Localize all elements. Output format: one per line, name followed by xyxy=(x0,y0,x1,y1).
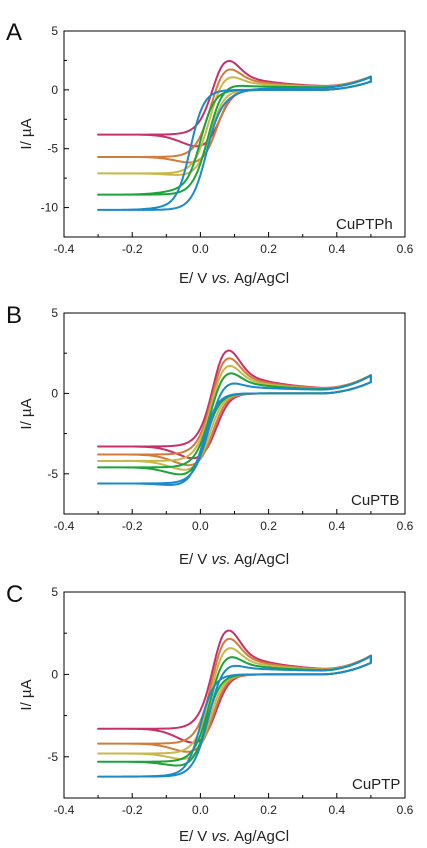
xtick-label-b-1: -0.2 xyxy=(122,519,143,533)
xtick-label-b-5: 0.6 xyxy=(397,519,414,533)
ytick-label-b-2: 5 xyxy=(51,306,58,320)
cv-curve-a-2 xyxy=(97,68,372,164)
panel-c-xlabel-italic: vs. xyxy=(211,828,230,845)
panel-b-sample-label: CuPTB xyxy=(351,492,399,509)
panel-c-xlabel-prefix: E/ V xyxy=(179,828,212,845)
panel-a-xlabel: E/ V vs. Ag/AgCl xyxy=(179,270,289,287)
panel-b-xlabel: E/ V vs. Ag/AgCl xyxy=(179,551,289,568)
xtick-label-a-4: 0.4 xyxy=(328,242,345,256)
cv-curve-c-4 xyxy=(97,654,372,767)
panel-b-ylabel: I/ µA xyxy=(18,398,35,429)
ytick-label-b-0: -5 xyxy=(47,467,58,481)
ytick-label-a-2: 0 xyxy=(51,83,58,97)
cv-curve-a-1 xyxy=(97,59,372,148)
panel-b-letter: B xyxy=(6,302,22,329)
ytick-label-c-2: 5 xyxy=(51,585,58,599)
xtick-label-a-2: 0.0 xyxy=(192,242,209,256)
xtick-label-a-1: -0.2 xyxy=(122,242,143,256)
panel-a-xlabel-suffix: Ag/AgCl xyxy=(231,270,289,287)
panel-a-ylabel: I/ µA xyxy=(18,118,35,149)
panel-a-curves xyxy=(97,59,372,211)
cv-curve-c-2 xyxy=(97,637,372,753)
cv-curve-b-5 xyxy=(97,374,372,486)
panel-c-ylabel: I/ µA xyxy=(18,679,35,710)
xtick-label-b-3: 0.2 xyxy=(260,519,277,533)
xtick-label-a-3: 0.2 xyxy=(260,242,277,256)
xtick-label-c-1: -0.2 xyxy=(122,803,143,817)
ytick-label-c-0: -5 xyxy=(47,750,58,764)
panel-c-xlabel: E/ V vs. Ag/AgCl xyxy=(179,828,289,845)
panel-c-letter: C xyxy=(6,581,23,608)
cv-curve-c-3 xyxy=(97,647,372,760)
panel-a: A -0.4 -0.2 0.0 0.2 0.4 0.6 -10 -5 0 5 CuPTPh I/ … xyxy=(6,19,414,287)
cv-curve-c-5 xyxy=(97,655,372,778)
panel-b: B -0.4 -0.2 0.0 0.2 0.4 0.6 -5 0 5 CuPTB I/ µA E… xyxy=(6,302,414,568)
panel-a-xlabel-prefix: E/ V xyxy=(179,270,212,287)
panel-a-ticks: -0.4 -0.2 0.0 0.2 0.4 0.6 -10 -5 0 5 xyxy=(41,24,414,256)
panel-b-xlabel-italic: vs. xyxy=(211,551,230,568)
ytick-label-c-1: 0 xyxy=(51,667,58,681)
xtick-label-b-2: 0.0 xyxy=(192,519,209,533)
xtick-label-c-5: 0.6 xyxy=(397,803,414,817)
panel-a-letter: A xyxy=(6,19,22,46)
panel-c-xlabel-suffix: Ag/AgCl xyxy=(231,828,289,845)
xtick-label-a-0: -0.4 xyxy=(54,242,75,256)
panel-b-ticks: -0.4 -0.2 0.0 0.2 0.4 0.6 -5 0 5 xyxy=(47,306,413,533)
panel-b-xlabel-prefix: E/ V xyxy=(179,551,212,568)
xtick-label-b-4: 0.4 xyxy=(328,519,345,533)
panel-c-sample-label: CuPTP xyxy=(352,776,400,793)
cv-curve-c-1 xyxy=(97,629,372,744)
panel-b-xlabel-suffix: Ag/AgCl xyxy=(231,551,289,568)
panel-a-sample-label: CuPTPh xyxy=(336,216,393,233)
xtick-label-a-5: 0.6 xyxy=(397,242,414,256)
panel-b-curves xyxy=(97,349,372,486)
xtick-label-c-4: 0.4 xyxy=(328,803,345,817)
panel-c: C -0.4 -0.2 0.0 0.2 0.4 0.6 -5 0 5 CuPTP I/ µA E… xyxy=(6,581,414,845)
xtick-label-c-3: 0.2 xyxy=(260,803,277,817)
ytick-label-a-3: 5 xyxy=(51,24,58,38)
panel-c-plot-frame xyxy=(63,591,406,799)
cv-curve-a-5 xyxy=(97,76,372,211)
xtick-label-c-0: -0.4 xyxy=(54,803,75,817)
ytick-label-a-1: -5 xyxy=(47,142,58,156)
ytick-label-a-0: -10 xyxy=(41,201,59,215)
ytick-label-b-1: 0 xyxy=(51,386,58,400)
xtick-label-b-0: -0.4 xyxy=(54,519,75,533)
panel-c-curves xyxy=(97,629,372,778)
panel-a-xlabel-italic: vs. xyxy=(211,270,230,287)
xtick-label-c-2: 0.0 xyxy=(192,803,209,817)
panel-c-ticks: -0.4 -0.2 0.0 0.2 0.4 0.6 -5 0 5 xyxy=(47,585,413,817)
